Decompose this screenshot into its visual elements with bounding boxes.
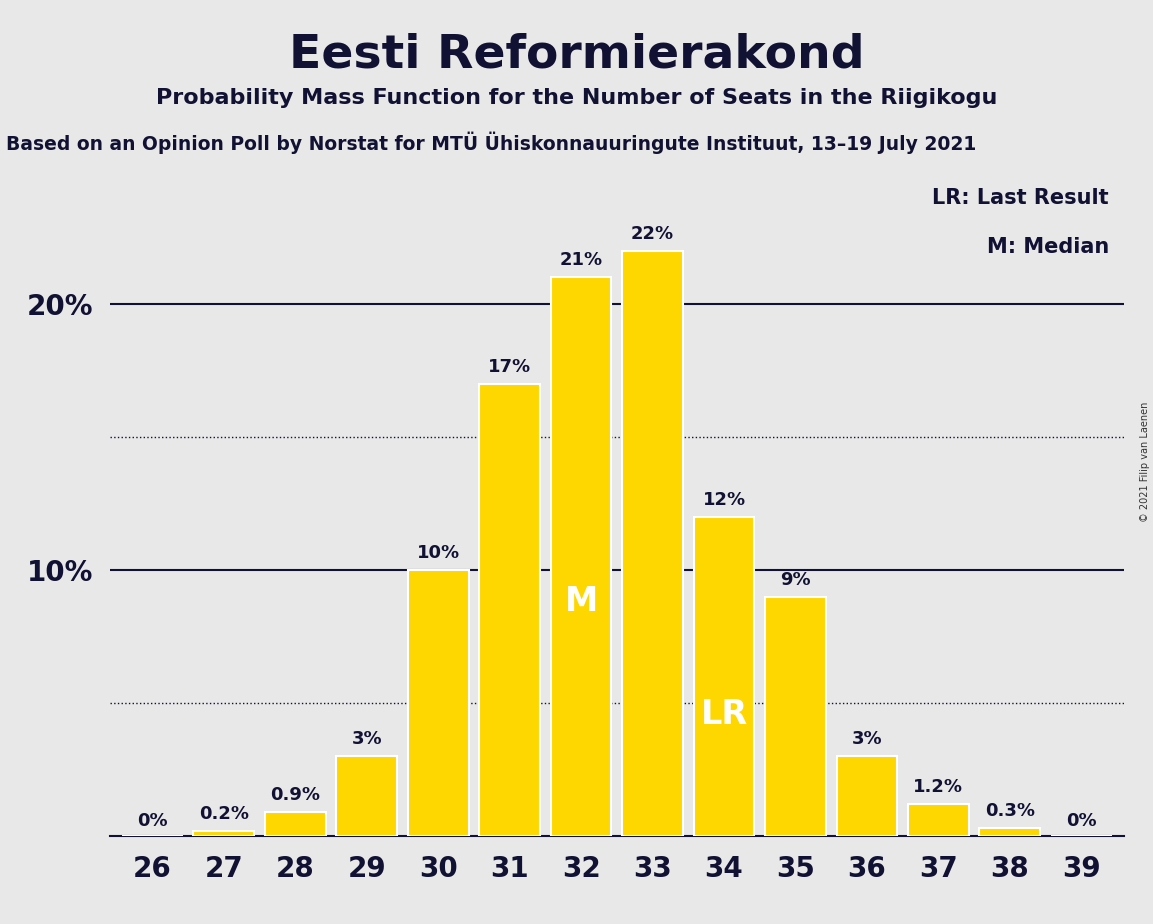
Text: LR: LR xyxy=(701,699,747,732)
Bar xyxy=(980,828,1040,836)
Bar xyxy=(408,570,468,836)
Text: 10%: 10% xyxy=(416,544,460,562)
Text: Probability Mass Function for the Number of Seats in the Riigikogu: Probability Mass Function for the Number… xyxy=(156,88,997,108)
Text: © 2021 Filip van Laenen: © 2021 Filip van Laenen xyxy=(1140,402,1150,522)
Text: M: Median: M: Median xyxy=(987,237,1109,258)
Text: LR: Last Result: LR: Last Result xyxy=(933,188,1109,208)
Text: Eesti Reformierakond: Eesti Reformierakond xyxy=(288,32,865,78)
Text: 0.3%: 0.3% xyxy=(985,802,1035,821)
Bar xyxy=(551,277,611,836)
Bar xyxy=(766,597,826,836)
Text: 1.2%: 1.2% xyxy=(913,778,964,796)
Text: 21%: 21% xyxy=(559,251,603,270)
Text: 3%: 3% xyxy=(852,730,882,748)
Text: M: M xyxy=(565,585,597,618)
Text: 0.2%: 0.2% xyxy=(198,805,249,823)
Text: 9%: 9% xyxy=(781,571,811,589)
Text: Based on an Opinion Poll by Norstat for MTÜ Ühiskonnauuringute Instituut, 13–19 : Based on an Opinion Poll by Norstat for … xyxy=(6,131,977,153)
Bar xyxy=(480,383,540,836)
Text: 0.9%: 0.9% xyxy=(270,786,321,804)
Bar xyxy=(909,804,969,836)
Bar xyxy=(694,517,754,836)
Bar xyxy=(837,757,897,836)
Bar xyxy=(194,831,254,836)
Text: 0%: 0% xyxy=(1067,811,1097,830)
Bar xyxy=(265,812,325,836)
Text: 0%: 0% xyxy=(137,811,167,830)
Text: 3%: 3% xyxy=(352,730,382,748)
Text: 17%: 17% xyxy=(488,358,532,376)
Bar xyxy=(623,250,683,836)
Text: 12%: 12% xyxy=(702,491,746,509)
Text: 22%: 22% xyxy=(631,225,675,243)
Bar xyxy=(337,757,397,836)
